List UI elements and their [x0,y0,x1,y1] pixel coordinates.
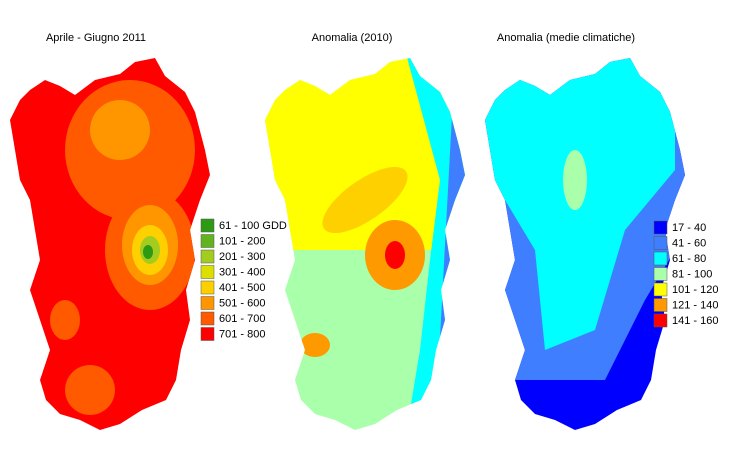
map-title: Anomalia (medie climatiche) [497,32,635,44]
legend-swatch [200,218,215,233]
map-gdd [10,58,210,430]
legends: 61 - 100 GDD 101 - 200 201 - 300 301 - 400 4… [200,218,718,341]
legend-swatch [200,234,215,248]
legend-swatch [200,311,215,326]
legend-swatch [653,267,668,281]
map-anomaly-climate [485,58,685,430]
legend-label: 61 - 80 [672,253,706,265]
legend-swatch [653,220,668,235]
legend-label: 121 - 140 [672,299,718,311]
legend-swatch [653,282,668,297]
legend-label: 201 - 300 [219,251,265,263]
legend-label: 401 - 500 [219,282,265,294]
legend-swatch [653,251,668,266]
map-title: Anomalia (2010) [312,32,393,44]
legend-label: 701 - 800 [219,328,265,340]
legend-swatch [653,236,668,250]
legend-label: 101 - 120 [672,284,718,296]
legend-swatch [200,249,215,264]
legend-label: 141 - 160 [672,315,718,327]
legend-swatch [200,296,215,310]
legend-swatch [653,298,668,312]
map-anomaly-2010 [265,58,465,430]
legend-label: 301 - 400 [219,266,265,278]
legend-label: 17 - 40 [672,222,706,234]
legend-swatch [200,265,215,279]
map-title: Aprile - Giugno 2011 [46,32,146,44]
legend-label: 61 - 100 GDD [219,220,287,232]
legend-label: 41 - 60 [672,237,706,249]
legend-label: 501 - 600 [219,297,265,309]
legend-label: 601 - 700 [219,313,265,325]
legend-swatch [653,313,668,328]
legend-swatch [200,327,215,341]
legend-swatch [200,280,215,295]
legend-label: 101 - 200 [219,235,265,247]
legend-label: 81 - 100 [672,268,712,280]
